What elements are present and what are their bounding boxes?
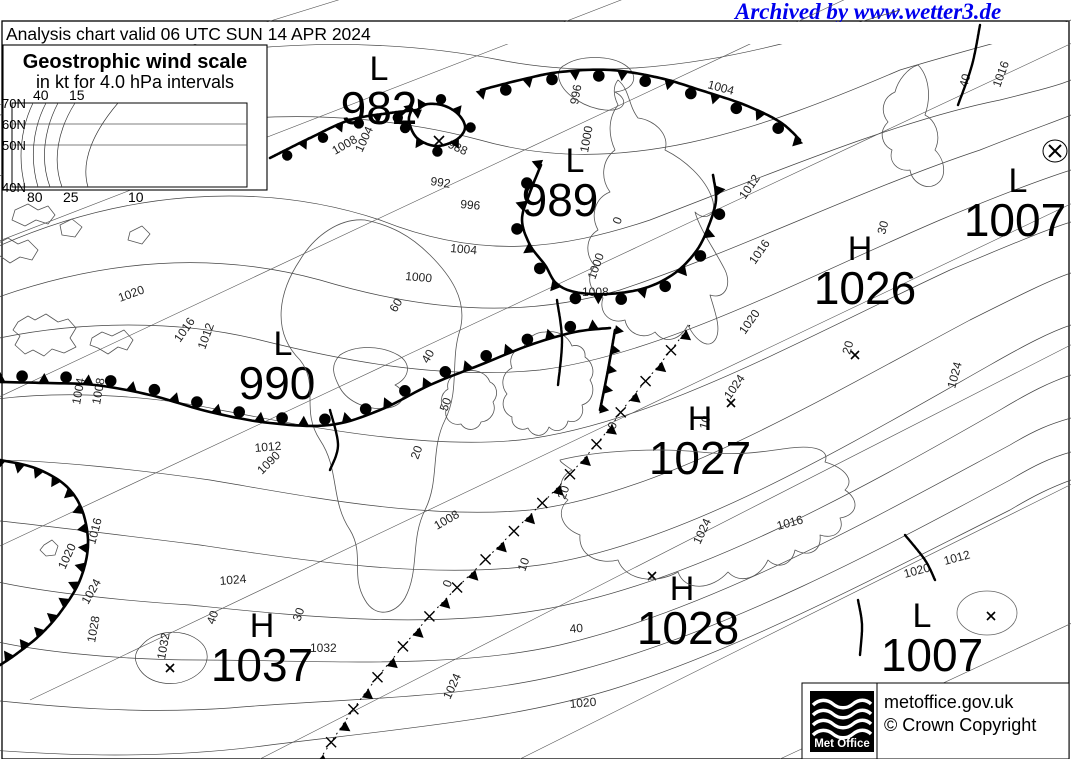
svg-text:1007: 1007 (881, 629, 983, 681)
svg-text:996: 996 (460, 197, 481, 213)
svg-text:1027: 1027 (649, 432, 751, 484)
svg-text:metoffice.gov.uk: metoffice.gov.uk (884, 692, 1014, 712)
svg-text:Geostrophic wind scale: Geostrophic wind scale (23, 51, 248, 73)
svg-text:1032: 1032 (310, 641, 337, 655)
svg-text:Met Office: Met Office (814, 738, 870, 750)
svg-text:60N: 60N (2, 117, 26, 132)
svg-text:1007: 1007 (964, 194, 1066, 246)
svg-text:1037: 1037 (211, 639, 313, 691)
svg-text:40: 40 (33, 87, 49, 103)
svg-text:990: 990 (239, 357, 316, 409)
svg-text:Archived by www.wetter3.de: Archived by www.wetter3.de (733, 0, 1001, 24)
svg-text:1028: 1028 (637, 602, 739, 654)
svg-text:15: 15 (69, 87, 85, 103)
svg-text:10: 10 (128, 189, 144, 205)
svg-text:1020: 1020 (569, 695, 597, 711)
svg-text:in kt for 4.0 hPa intervals: in kt for 4.0 hPa intervals (36, 72, 234, 92)
svg-text:992: 992 (430, 174, 452, 191)
svg-text:1026: 1026 (814, 262, 916, 314)
svg-text:1000: 1000 (405, 269, 433, 285)
svg-text:1024: 1024 (219, 572, 247, 588)
svg-text:80: 80 (27, 189, 43, 205)
svg-text:Analysis chart valid 06 UTC S: Analysis chart valid 06 UTC SUN 14 APR 2… (6, 24, 371, 44)
svg-text:© Crown Copyright: © Crown Copyright (884, 715, 1036, 735)
svg-text:40N: 40N (2, 180, 26, 195)
svg-text:40: 40 (569, 621, 584, 636)
svg-text:70N: 70N (2, 96, 26, 111)
svg-text:25: 25 (63, 189, 79, 205)
svg-text:1004: 1004 (450, 241, 478, 257)
